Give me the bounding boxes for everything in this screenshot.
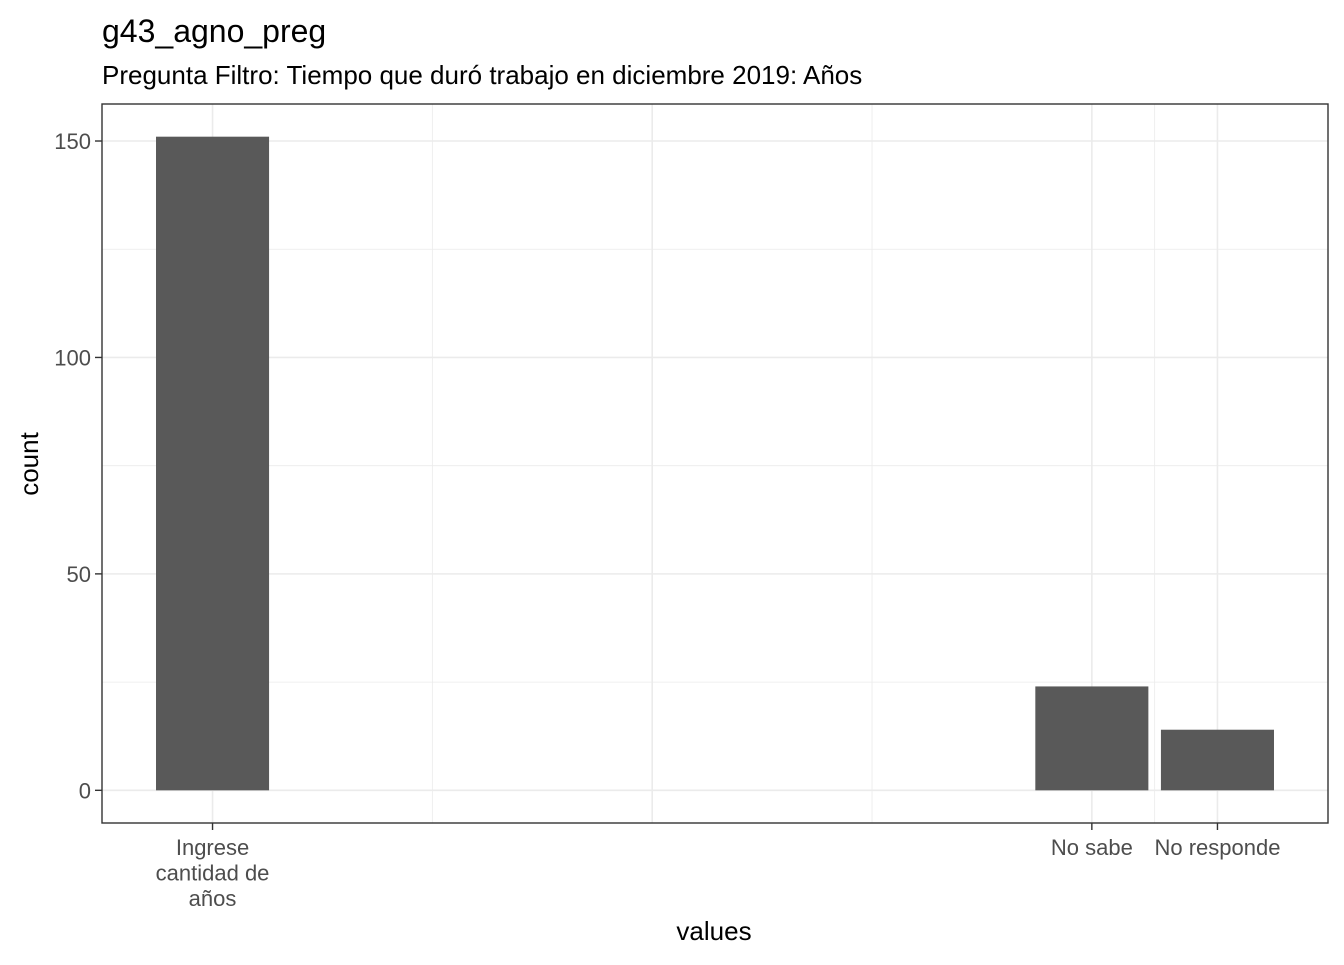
axes: 0 50 100 150 Ingrese cantidad de años No sabe No… xyxy=(54,129,1280,911)
x-tick-label: No sabe xyxy=(1051,835,1133,860)
y-tick-label: 150 xyxy=(54,129,91,154)
chart-subtitle: Pregunta Filtro: Tiempo que duró trabajo… xyxy=(102,60,862,90)
x-tick-label: Ingrese cantidad de años xyxy=(156,835,270,911)
bar xyxy=(1035,686,1149,791)
panel-border xyxy=(101,103,1329,824)
bar xyxy=(1160,729,1274,791)
y-tick-label: 0 xyxy=(79,778,91,803)
y-tick-label: 100 xyxy=(54,345,91,370)
chart-title: g43_agno_preg xyxy=(102,13,326,49)
x-axis-title: values xyxy=(676,916,751,946)
y-tick-label: 50 xyxy=(67,562,91,587)
y-axis-title: count xyxy=(14,431,44,495)
bars xyxy=(156,136,1274,791)
bar xyxy=(156,136,270,791)
x-tick-label: No responde xyxy=(1154,835,1280,860)
